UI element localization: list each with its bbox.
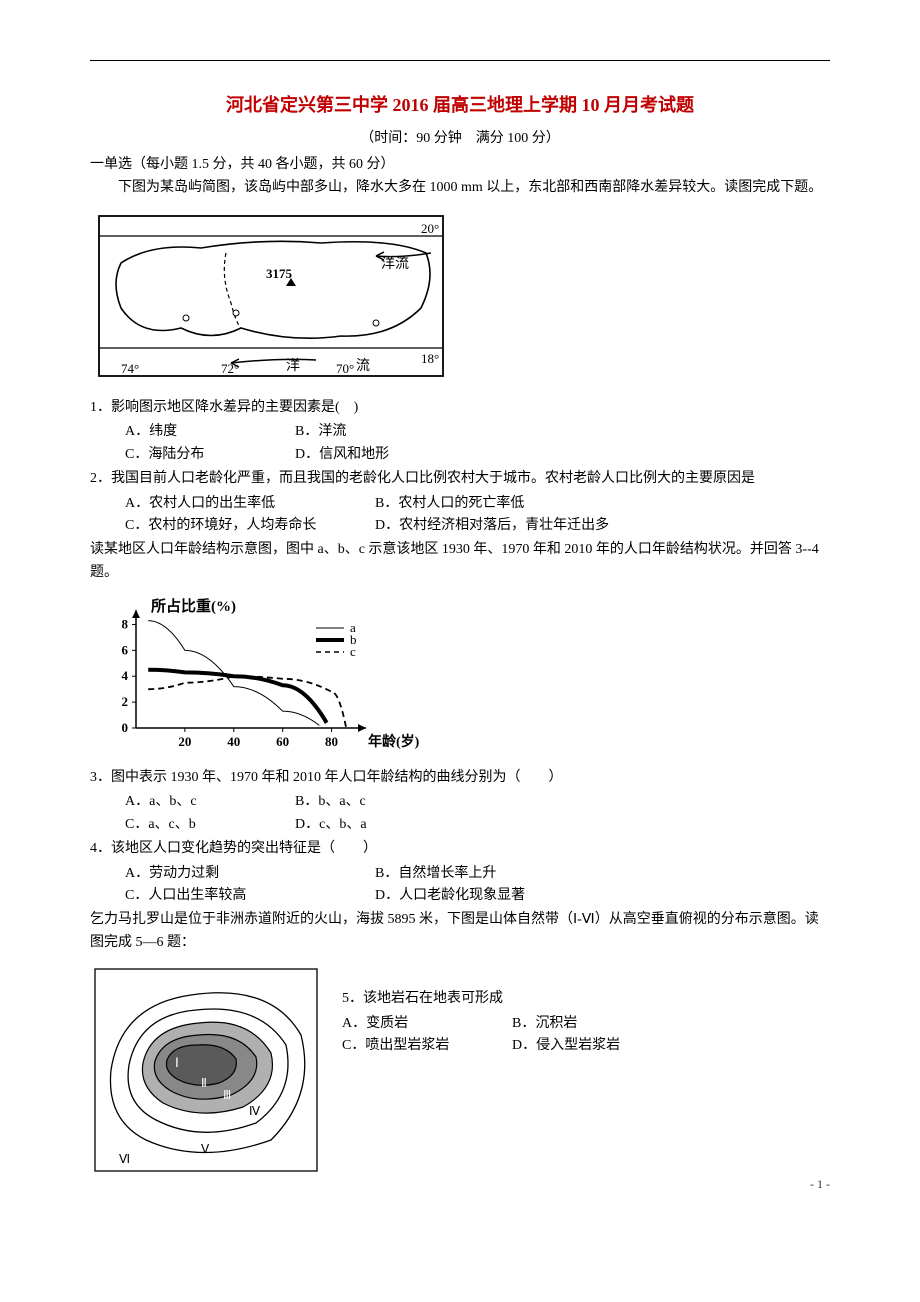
svg-text:70°: 70° — [336, 361, 354, 376]
page-title: 河北省定兴第三中学 2016 届高三地理上学期 10 月月考试题 — [90, 91, 830, 120]
q5-opt-a: A．变质岩 — [342, 1013, 512, 1035]
figure-kilimanjaro-map: Ⅰ Ⅱ Ⅲ Ⅳ Ⅴ Ⅵ — [90, 964, 322, 1176]
q1-opt-d: D．信风和地形 — [295, 444, 465, 466]
section-heading: 一单选（每小题 1.5 分，共 40 各小题，共 60 分） — [90, 154, 830, 176]
svg-text:18°: 18° — [421, 351, 439, 366]
svg-text:6: 6 — [122, 642, 129, 657]
q3-opt-b: B．b、a、c — [295, 791, 465, 813]
question-4-options: A．劳动力过剩B．自然增长率上升 C．人口出生率较高D．人口老龄化现象显著 — [90, 863, 830, 908]
q4-opt-a: A．劳动力过剩 — [125, 863, 375, 885]
intro-2: 读某地区人口年龄结构示意图，图中 a、b、c 示意该地区 1930 年、1970… — [90, 539, 830, 584]
question-2-options: A．农村人口的出生率低B．农村人口的死亡率低 C．农村的环境好，人均寿命长D．农… — [90, 493, 830, 538]
question-3-options: A．a、b、cB．b、a、c C．a、c、bD．c、b、a — [90, 791, 830, 836]
question-4: 4．该地区人口变化趋势的突出特征是（ ） — [90, 838, 830, 860]
q3-opt-a: A．a、b、c — [125, 791, 295, 813]
top-rule — [90, 60, 830, 61]
q2-opt-a: A．农村人口的出生率低 — [125, 493, 375, 515]
svg-text:洋: 洋 — [286, 358, 300, 374]
question-1-options: A．纬度B．洋流 C．海陆分布D．信风和地形 — [90, 421, 830, 466]
intro-3: 乞力马扎罗山是位于非洲赤道附近的火山，海拔 5895 米，下图是山体自然带（Ⅰ-… — [90, 909, 830, 954]
q1-opt-a: A．纬度 — [125, 421, 295, 443]
question-3: 3．图中表示 1930 年、1970 年和 2010 年人口年龄结构的曲线分别为… — [90, 767, 830, 789]
svg-text:4: 4 — [122, 668, 129, 683]
figure-age-structure-chart: 0246820406080所占比重(%)年龄(岁)abc — [90, 592, 830, 759]
svg-text:20: 20 — [178, 734, 191, 749]
svg-text:Ⅴ: Ⅴ — [201, 1142, 210, 1156]
figure-island-map: 20°18°74°72°70°3175洋流洋流 — [90, 207, 830, 389]
svg-text:8: 8 — [122, 617, 129, 632]
q1-opt-b: B．洋流 — [295, 421, 465, 443]
svg-text:80: 80 — [325, 734, 338, 749]
q4-opt-d: D．人口老龄化现象显著 — [375, 885, 625, 907]
q2-opt-b: B．农村人口的死亡率低 — [375, 493, 625, 515]
q4-opt-b: B．自然增长率上升 — [375, 863, 625, 885]
q5-opt-b: B．沉积岩 — [512, 1013, 682, 1035]
question-5: 5．该地岩石在地表可形成 — [342, 988, 682, 1010]
q3-opt-d: D．c、b、a — [295, 814, 465, 836]
svg-text:20°: 20° — [421, 221, 439, 236]
svg-text:所占比重(%): 所占比重(%) — [151, 597, 236, 615]
svg-text:Ⅱ: Ⅱ — [201, 1076, 207, 1090]
svg-text:洋流: 洋流 — [381, 256, 409, 272]
question-2: 2．我国目前人口老龄化严重，而且我国的老龄化人口比例农村大于城市。农村老龄人口比… — [90, 468, 830, 490]
svg-text:2: 2 — [122, 694, 129, 709]
page-number: - 1 - — [810, 1175, 830, 1194]
subtitle: （时间：90 分钟 满分 100 分） — [90, 128, 830, 150]
svg-text:年龄(岁): 年龄(岁) — [368, 733, 420, 750]
q2-opt-d: D．农村经济相对落后，青壮年迁出多 — [375, 515, 625, 537]
svg-text:74°: 74° — [121, 361, 139, 376]
question-5-block: 5．该地岩石在地表可形成 A．变质岩B．沉积岩 C．喷出型岩浆岩D．侵入型岩浆岩 — [342, 956, 682, 1057]
q3-opt-c: C．a、c、b — [125, 814, 295, 836]
q5-opt-d: D．侵入型岩浆岩 — [512, 1035, 682, 1057]
svg-text:60: 60 — [276, 734, 289, 749]
q1-opt-c: C．海陆分布 — [125, 444, 295, 466]
svg-text:Ⅳ: Ⅳ — [249, 1104, 260, 1118]
question-1: 1．影响图示地区降水差异的主要因素是( ) — [90, 397, 830, 419]
svg-text:72°: 72° — [221, 361, 239, 376]
q2-opt-c: C．农村的环境好，人均寿命长 — [125, 515, 375, 537]
q4-opt-c: C．人口出生率较高 — [125, 885, 375, 907]
q5-opt-c: C．喷出型岩浆岩 — [342, 1035, 512, 1057]
svg-text:流: 流 — [356, 358, 370, 374]
svg-text:40: 40 — [227, 734, 240, 749]
svg-text:Ⅲ: Ⅲ — [223, 1088, 231, 1102]
intro-1: 下图为某岛屿简图，该岛屿中部多山，降水大多在 1000 mm 以上，东北部和西南… — [90, 177, 830, 199]
svg-text:c: c — [350, 644, 356, 659]
svg-text:Ⅰ: Ⅰ — [175, 1055, 179, 1070]
svg-text:0: 0 — [122, 720, 129, 735]
svg-text:3175: 3175 — [266, 266, 293, 281]
svg-text:Ⅵ: Ⅵ — [119, 1152, 130, 1166]
